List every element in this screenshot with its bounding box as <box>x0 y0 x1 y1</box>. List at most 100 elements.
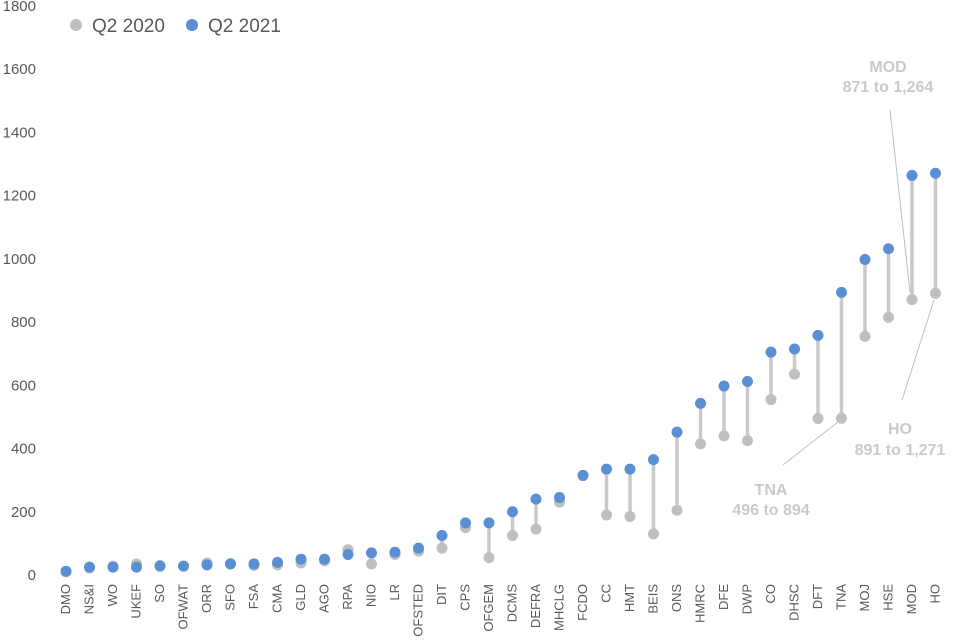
x-tick-label-fcdo: FCDO <box>575 584 590 621</box>
x-tick-label-cc: CC <box>599 584 614 603</box>
point-q2-2021-mhclg <box>554 492 565 504</box>
point-q2-2021-dwp <box>742 376 753 388</box>
point-q2-2021-beis <box>648 454 659 466</box>
point-q2-2021-dit <box>436 529 448 541</box>
point-q2-2020-co <box>765 394 777 406</box>
annotation-mod-leader <box>889 109 911 293</box>
x-tick-label-dfe: DFE <box>716 584 731 610</box>
x-tick-label-tna: TNA <box>834 584 849 610</box>
point-q2-2021-moj <box>859 254 871 266</box>
x-tick-label-ons: ONS <box>669 584 684 613</box>
legend-marker-q2-2020 <box>70 19 82 31</box>
y-tick-label: 200 <box>11 504 36 521</box>
annotation-tna: TNA 496 to 894 <box>732 421 839 519</box>
x-tick-label-wo: WO <box>105 584 120 606</box>
point-q2-2020-cc <box>601 509 612 521</box>
legend-label-q2-2020: Q2 2020 <box>92 16 165 37</box>
annotation-ho-leader <box>901 299 935 401</box>
point-q2-2021-ago <box>319 553 330 565</box>
connector-lines <box>346 173 938 564</box>
annotation-tna-detail: 496 to 894 <box>732 502 809 519</box>
y-tick-label: 0 <box>28 567 36 584</box>
point-q2-2020-hse <box>883 311 894 323</box>
x-tick-label-mhclg: MHCLG <box>552 584 567 631</box>
point-q2-2021-cc <box>601 463 612 475</box>
x-tick-label-cps: CPS <box>458 584 473 611</box>
point-q2-2020-dit <box>436 542 448 554</box>
point-q2-2021-dft <box>812 329 824 341</box>
annotation-ho-label: HO <box>888 421 912 438</box>
point-q2-2020-ons <box>671 504 683 516</box>
point-q2-2021-nsandi <box>84 561 95 573</box>
x-tick-label-co: CO <box>763 584 778 604</box>
x-tick-label-hmt: HMT <box>622 584 637 612</box>
x-tick-label-lr: LR <box>387 584 402 601</box>
y-tick-label: 400 <box>11 441 36 458</box>
point-q2-2021-dhsc <box>789 343 800 355</box>
x-tick-label-ofsted: OFSTED <box>411 584 426 637</box>
x-tick-label-sfo: SFO <box>223 584 238 611</box>
point-q2-2020-hmt <box>624 511 636 523</box>
y-tick-label: 1400 <box>3 124 36 141</box>
point-q2-2021-so <box>154 560 166 572</box>
point-q2-2021-ukef <box>131 561 142 573</box>
x-tick-label-gld: GLD <box>293 584 308 611</box>
x-tick-label-beis: BEIS <box>646 584 661 614</box>
y-tick-label: 1800 <box>3 0 36 15</box>
x-tick-label-fsa: FSA <box>246 584 261 610</box>
data-points <box>60 167 941 578</box>
point-q2-2021-ofwat <box>178 560 189 572</box>
point-q2-2021-sfo <box>225 558 236 570</box>
legend-label-q2-2021: Q2 2021 <box>208 16 281 37</box>
annotation-ho-detail: 891 to 1,271 <box>855 442 946 459</box>
point-q2-2020-tna <box>836 412 847 424</box>
point-q2-2021-hse <box>883 243 894 255</box>
point-q2-2021-hmrc <box>695 397 706 409</box>
point-q2-2021-rpa <box>342 548 354 560</box>
x-tick-label-ho: HO <box>928 584 943 604</box>
x-tick-label-rpa: RPA <box>340 584 355 610</box>
annotation-mod: MOD 871 to 1,264 <box>843 59 933 293</box>
x-tick-label-ofwat: OFWAT <box>176 584 191 630</box>
point-q2-2021-dcms <box>507 506 518 518</box>
x-tick-label-cma: CMA <box>270 584 285 613</box>
point-q2-2020-beis <box>648 528 659 540</box>
y-axis: 0 200 400 600 800 1000 1200 1400 1600 1800 <box>3 0 36 584</box>
annotation-tna-leader <box>782 421 839 466</box>
point-q2-2021-defra <box>530 493 542 505</box>
point-q2-2021-cma <box>272 556 283 568</box>
annotation-ho: HO 891 to 1,271 <box>855 299 946 459</box>
point-q2-2020-dfe <box>718 430 730 442</box>
point-q2-2020-hmrc <box>695 438 706 450</box>
point-q2-2020-ofgem <box>483 552 495 564</box>
x-tick-label-defra: DEFRA <box>528 584 543 628</box>
point-q2-2021-mod <box>906 169 918 181</box>
point-q2-2020-ho <box>930 287 941 299</box>
point-q2-2021-nio <box>366 547 377 559</box>
point-q2-2020-mod <box>906 294 918 306</box>
point-q2-2020-dwp <box>742 435 753 447</box>
x-tick-label-dhsc: DHSC <box>787 584 802 621</box>
point-q2-2021-dfe <box>718 380 730 392</box>
legend: Q2 2020 Q2 2021 <box>70 16 281 37</box>
point-q2-2021-co <box>765 346 777 358</box>
legend-marker-q2-2021 <box>186 19 198 31</box>
point-q2-2021-wo <box>107 561 119 573</box>
point-q2-2021-ofgem <box>483 517 495 529</box>
x-tick-label-dmo: DMO <box>58 584 73 614</box>
point-q2-2021-lr <box>389 546 401 558</box>
x-tick-label-ofgem: OFGEM <box>481 584 496 632</box>
y-tick-label: 1600 <box>3 61 36 78</box>
point-q2-2020-nio <box>366 558 377 570</box>
x-tick-label-dft: DFT <box>810 584 825 609</box>
y-tick-label: 1000 <box>3 251 36 268</box>
x-tick-label-orr: ORR <box>199 584 214 613</box>
point-q2-2021-dmo <box>60 565 72 577</box>
point-q2-2021-fcdo <box>577 469 589 481</box>
x-tick-label-mod: MOD <box>904 584 919 614</box>
point-q2-2021-gld <box>295 553 307 565</box>
point-q2-2021-cps <box>460 517 471 529</box>
point-q2-2021-orr <box>201 559 213 571</box>
annotation-tna-label: TNA <box>755 482 788 499</box>
x-tick-label-dit: DIT <box>434 584 449 605</box>
